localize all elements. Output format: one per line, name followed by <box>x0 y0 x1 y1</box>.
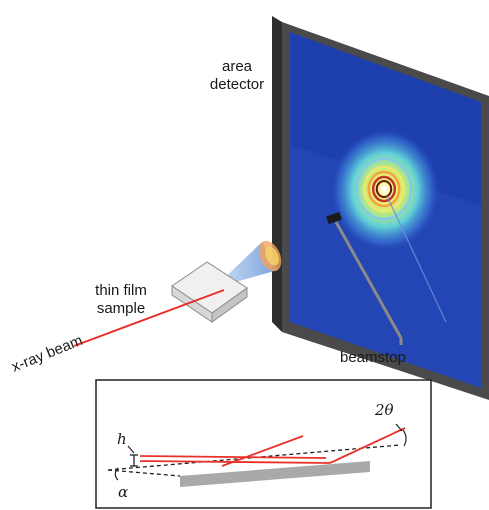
inset-two-theta-arc <box>402 429 407 447</box>
inset-h-arrow <box>127 445 135 454</box>
label-sample: sample <box>97 300 145 317</box>
inset-substrate <box>180 461 370 487</box>
label-beamstop: beamstop <box>340 349 406 366</box>
inset-reflected-beam <box>221 435 304 467</box>
sample-side-face <box>211 287 248 323</box>
scattering-halo <box>330 128 440 252</box>
inset-two-theta-label: 2θ <box>374 401 394 419</box>
inset-surface-reference <box>107 469 181 477</box>
label-thin-film: thin film <box>95 282 147 299</box>
detector-streak <box>386 195 447 323</box>
label-x-ray-beam: x-ray beam <box>9 332 85 376</box>
inset-two-theta-arrow <box>395 423 403 432</box>
inset-incident-beam-upper <box>139 455 327 459</box>
diffraction-ring <box>367 170 401 208</box>
label-detector: detector <box>210 76 264 93</box>
label-area: area <box>222 58 253 75</box>
beamstop-block <box>326 211 342 225</box>
inset-h-label: h <box>117 430 127 448</box>
diffraction-rings <box>356 158 412 220</box>
direct-beam-spot <box>380 185 386 191</box>
diffraction-ring <box>375 180 393 198</box>
inset-frame <box>95 379 432 509</box>
incident-beam <box>73 289 225 347</box>
detector-frame-side <box>272 16 282 332</box>
beamstop-rod <box>334 221 403 339</box>
diffraction-ring <box>356 158 412 220</box>
inset-alpha-arc <box>114 467 119 481</box>
inset-scattered-beam <box>329 427 406 464</box>
cone-core <box>265 246 279 266</box>
diffraction-ring <box>363 166 405 212</box>
inset-alpha-label: α <box>118 483 128 501</box>
diffraction-ring <box>371 175 397 203</box>
